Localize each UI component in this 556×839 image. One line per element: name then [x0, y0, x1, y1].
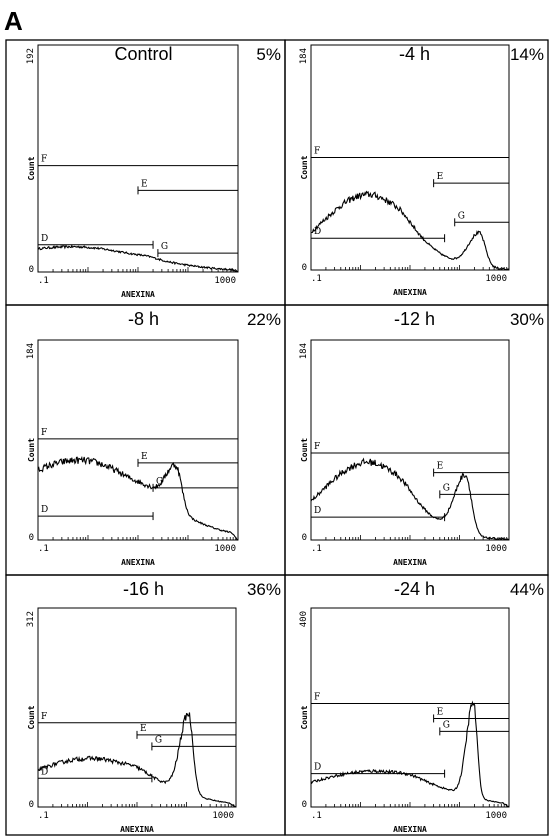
y-tick-label: 0 — [29, 533, 34, 543]
y-tick-label: 0 — [302, 800, 307, 810]
plot-frame — [37, 607, 237, 808]
gate-label-D: D — [314, 763, 321, 773]
histogram-trace — [37, 455, 239, 541]
gate-label-E: E — [140, 724, 147, 734]
histogram-panel-6: -24 h 44% 0 400 Count .1 1000 ANEXINA F E D G — [284, 574, 549, 836]
gate-label-E: E — [141, 452, 148, 462]
gate-label-D: D — [41, 767, 48, 777]
x-axis-label: ANEXINA — [120, 825, 154, 834]
figure-panel-letter: A — [4, 6, 23, 36]
x-tick-label: .1 — [38, 276, 49, 286]
y-tick-label: 184 — [26, 343, 36, 359]
x-tick-label: 1000 — [214, 544, 236, 554]
histogram-trace — [37, 712, 237, 808]
x-tick-label: 1000 — [212, 811, 234, 821]
y-axis-label: Count — [300, 438, 309, 462]
y-axis-label: Count — [27, 438, 36, 462]
panel-title: -16 h — [123, 579, 164, 599]
x-tick-label: .1 — [311, 544, 322, 554]
gate-label-D: D — [41, 505, 48, 515]
panel-border — [5, 574, 286, 836]
gate-label-D: D — [314, 506, 321, 516]
y-tick-label: 0 — [302, 263, 307, 273]
histogram-panel-4: -12 h 30% 0 184 Count .1 1000 ANEXINA F E D G — [284, 304, 549, 576]
panel-title: -24 h — [394, 579, 435, 599]
panel-title: -8 h — [128, 309, 159, 329]
panel-percentage: 44% — [510, 580, 544, 599]
panel-percentage: 14% — [510, 45, 544, 64]
histogram-panel-2: -4 h 14% 0 184 Count .1 1000 ANEXINA F E D G — [284, 39, 549, 306]
panel-title: -12 h — [394, 309, 435, 329]
gate-label-D: D — [314, 227, 321, 237]
histogram-trace — [310, 700, 510, 808]
x-tick-label: 1000 — [485, 544, 507, 554]
x-axis-label: ANEXINA — [393, 288, 427, 297]
gate-label-D: D — [41, 234, 48, 244]
panel-border — [5, 39, 286, 306]
y-tick-label: 0 — [29, 265, 34, 275]
y-tick-label: 0 — [302, 533, 307, 543]
histogram-trace — [37, 244, 239, 273]
plot-frame — [37, 44, 239, 273]
panel-title: -4 h — [399, 44, 430, 64]
y-tick-label: 184 — [299, 343, 309, 359]
panel-border — [284, 574, 549, 836]
y-tick-label: 184 — [299, 48, 309, 64]
gate-label-G: G — [458, 211, 465, 221]
histogram-panel-5: -16 h 36% 0 312 Count .1 1000 ANEXINA F E D G — [5, 574, 286, 836]
plot-frame — [310, 607, 510, 808]
x-tick-label: 1000 — [485, 274, 507, 284]
y-tick-label: 0 — [29, 800, 34, 810]
gate-label-E: E — [141, 179, 148, 189]
y-axis-label: Count — [300, 155, 309, 179]
x-tick-label: .1 — [311, 274, 322, 284]
gate-label-F: F — [41, 428, 47, 438]
plot-frame — [310, 339, 510, 541]
histogram-trace — [310, 457, 510, 541]
panel-percentage: 30% — [510, 310, 544, 329]
gate-label-G: G — [161, 242, 168, 252]
gate-label-G: G — [156, 477, 163, 487]
y-axis-label: Count — [27, 156, 36, 180]
plot-frame — [37, 339, 239, 541]
gate-label-G: G — [443, 483, 450, 493]
gate-label-E: E — [437, 707, 444, 717]
x-axis-label: ANEXINA — [121, 290, 155, 299]
gate-label-F: F — [314, 693, 320, 703]
gate-label-G: G — [155, 735, 162, 745]
y-axis-label: Count — [27, 705, 36, 729]
y-axis-label: Count — [300, 705, 309, 729]
gate-label-E: E — [437, 172, 444, 182]
x-tick-label: .1 — [311, 811, 322, 821]
panel-border — [5, 304, 286, 576]
panel-percentage: 36% — [247, 580, 281, 599]
y-tick-label: 192 — [26, 48, 36, 64]
panel-percentage: 5% — [256, 45, 281, 64]
histogram-panel-1: Control 5% 0 192 Count .1 1000 ANEXINA F E D G — [5, 39, 286, 306]
x-axis-label: ANEXINA — [121, 558, 155, 567]
x-tick-label: 1000 — [214, 276, 236, 286]
gate-label-F: F — [314, 147, 320, 157]
panel-percentage: 22% — [247, 310, 281, 329]
gate-label-F: F — [41, 712, 47, 722]
x-tick-label: 1000 — [485, 811, 507, 821]
panel-title: Control — [114, 44, 172, 64]
x-axis-label: ANEXINA — [393, 558, 427, 567]
x-tick-label: .1 — [38, 544, 49, 554]
y-tick-label: 400 — [299, 611, 309, 627]
gate-label-F: F — [314, 442, 320, 452]
y-tick-label: 312 — [26, 611, 36, 627]
gate-label-E: E — [437, 462, 444, 472]
gate-label-G: G — [443, 720, 450, 730]
histogram-trace — [311, 190, 510, 271]
x-axis-label: ANEXINA — [393, 825, 427, 834]
histogram-panel-3: -8 h 22% 0 184 Count .1 1000 ANEXINA F E D G — [5, 304, 286, 576]
gate-label-F: F — [41, 155, 47, 165]
x-tick-label: .1 — [38, 811, 49, 821]
